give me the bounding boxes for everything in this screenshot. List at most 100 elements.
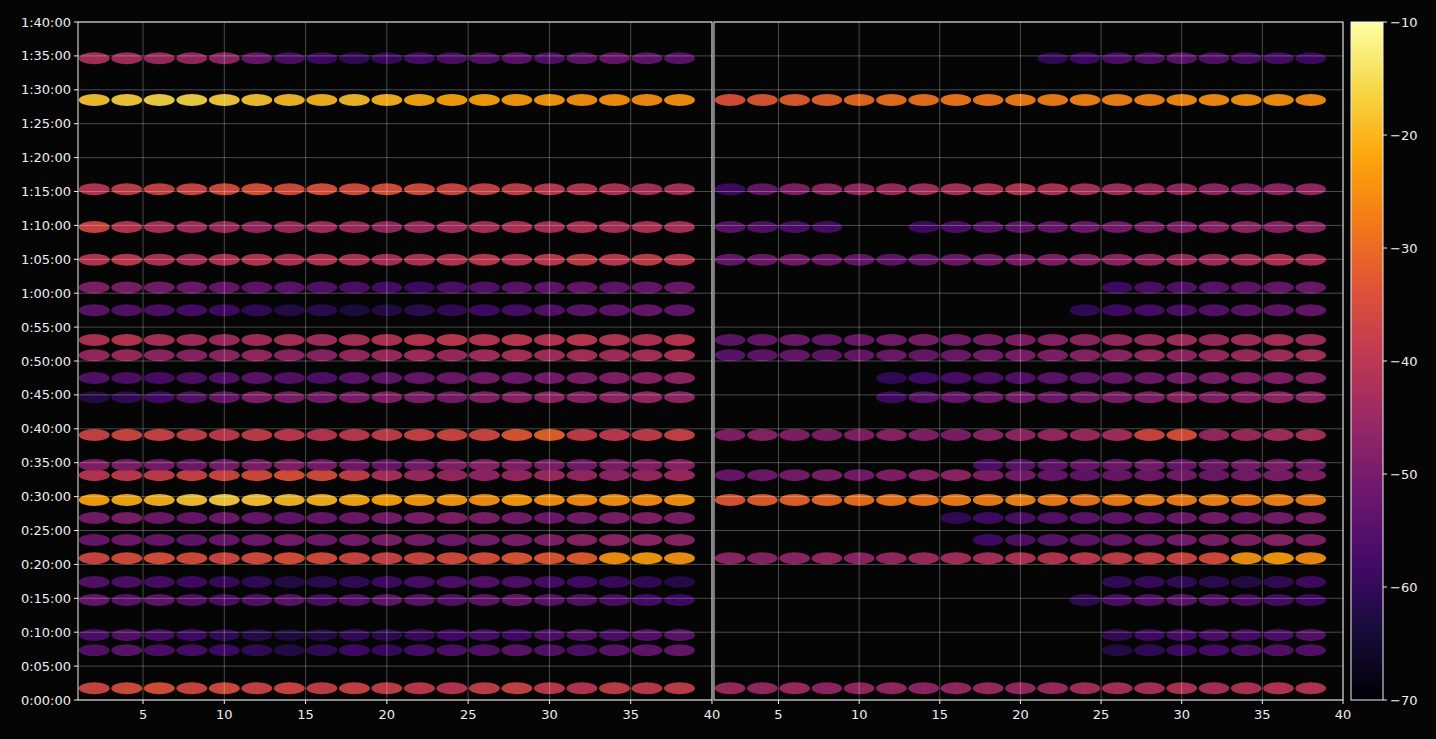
cell: [1295, 494, 1326, 506]
cell: [79, 254, 110, 266]
cell: [436, 372, 467, 384]
cell: [664, 576, 695, 588]
cell: [876, 682, 907, 694]
cell: [1102, 594, 1133, 606]
tick: [305, 700, 306, 704]
cell: [144, 349, 175, 361]
cell: [469, 682, 500, 694]
cell: [599, 534, 630, 546]
tick: [1383, 474, 1387, 475]
cell: [404, 644, 435, 656]
cell: [306, 349, 337, 361]
cell: [779, 183, 810, 195]
cell: [664, 594, 695, 606]
tick: [74, 666, 78, 667]
cell: [436, 629, 467, 641]
cell: [241, 644, 272, 656]
cell: [144, 644, 175, 656]
cell: [812, 682, 843, 694]
cell: [241, 594, 272, 606]
cell: [274, 494, 305, 506]
cell: [664, 94, 695, 106]
cell: [1070, 254, 1101, 266]
cell: [876, 429, 907, 441]
cell: [274, 183, 305, 195]
cell: [1199, 391, 1230, 403]
cell: [501, 94, 532, 106]
cell: [1102, 52, 1133, 64]
cell: [1102, 682, 1133, 694]
cell: [111, 282, 142, 294]
cell: [908, 183, 939, 195]
cell: [176, 391, 207, 403]
cell: [1134, 644, 1165, 656]
grid-line: [714, 361, 1343, 362]
x-tick-label: 15: [932, 707, 949, 722]
cell: [1199, 334, 1230, 346]
grid-line: [78, 530, 712, 531]
cell: [599, 334, 630, 346]
cell: [599, 304, 630, 316]
cell: [339, 512, 370, 524]
grid-line: [78, 55, 712, 56]
y-tick-label: 1:25:00: [21, 116, 71, 131]
cell: [436, 644, 467, 656]
cell: [632, 629, 663, 641]
cell: [941, 349, 972, 361]
cell: [111, 644, 142, 656]
cell: [339, 494, 370, 506]
cell: [501, 183, 532, 195]
cell: [1070, 594, 1101, 606]
cell: [664, 429, 695, 441]
cell: [274, 52, 305, 64]
cell: [79, 183, 110, 195]
cell: [1295, 391, 1326, 403]
cell: [111, 494, 142, 506]
cell: [404, 682, 435, 694]
cell: [339, 349, 370, 361]
cell: [1070, 459, 1101, 471]
cell: [1037, 429, 1068, 441]
cell: [79, 221, 110, 233]
cell: [1037, 183, 1068, 195]
cell: [306, 552, 337, 564]
cell: [567, 391, 598, 403]
cell: [1134, 391, 1165, 403]
cell: [908, 429, 939, 441]
cell: [1263, 682, 1294, 694]
cell: [1199, 372, 1230, 384]
cell: [747, 349, 778, 361]
cell: [274, 552, 305, 564]
tick: [74, 361, 78, 362]
cell: [1134, 494, 1165, 506]
cell: [144, 512, 175, 524]
tick: [1383, 361, 1387, 362]
cell: [79, 629, 110, 641]
cell: [436, 94, 467, 106]
cell: [1199, 682, 1230, 694]
cell: [339, 391, 370, 403]
cell: [144, 183, 175, 195]
cell: [1134, 52, 1165, 64]
y-tick-label: 0:30:00: [21, 489, 71, 504]
cell: [404, 629, 435, 641]
cell: [715, 682, 746, 694]
cell: [1037, 94, 1068, 106]
cell: [306, 512, 337, 524]
cell: [1231, 183, 1262, 195]
cell: [715, 552, 746, 564]
cell: [632, 494, 663, 506]
cell: [876, 469, 907, 481]
y-tick-label: 1:20:00: [21, 150, 71, 165]
cell: [176, 629, 207, 641]
cell: [1070, 391, 1101, 403]
tick: [74, 598, 78, 599]
cell: [632, 254, 663, 266]
grid-line: [78, 123, 712, 124]
cell: [111, 576, 142, 588]
cell: [1102, 183, 1133, 195]
cell: [111, 254, 142, 266]
y-tick-label: 0:05:00: [21, 659, 71, 674]
cell: [715, 254, 746, 266]
cell: [501, 494, 532, 506]
